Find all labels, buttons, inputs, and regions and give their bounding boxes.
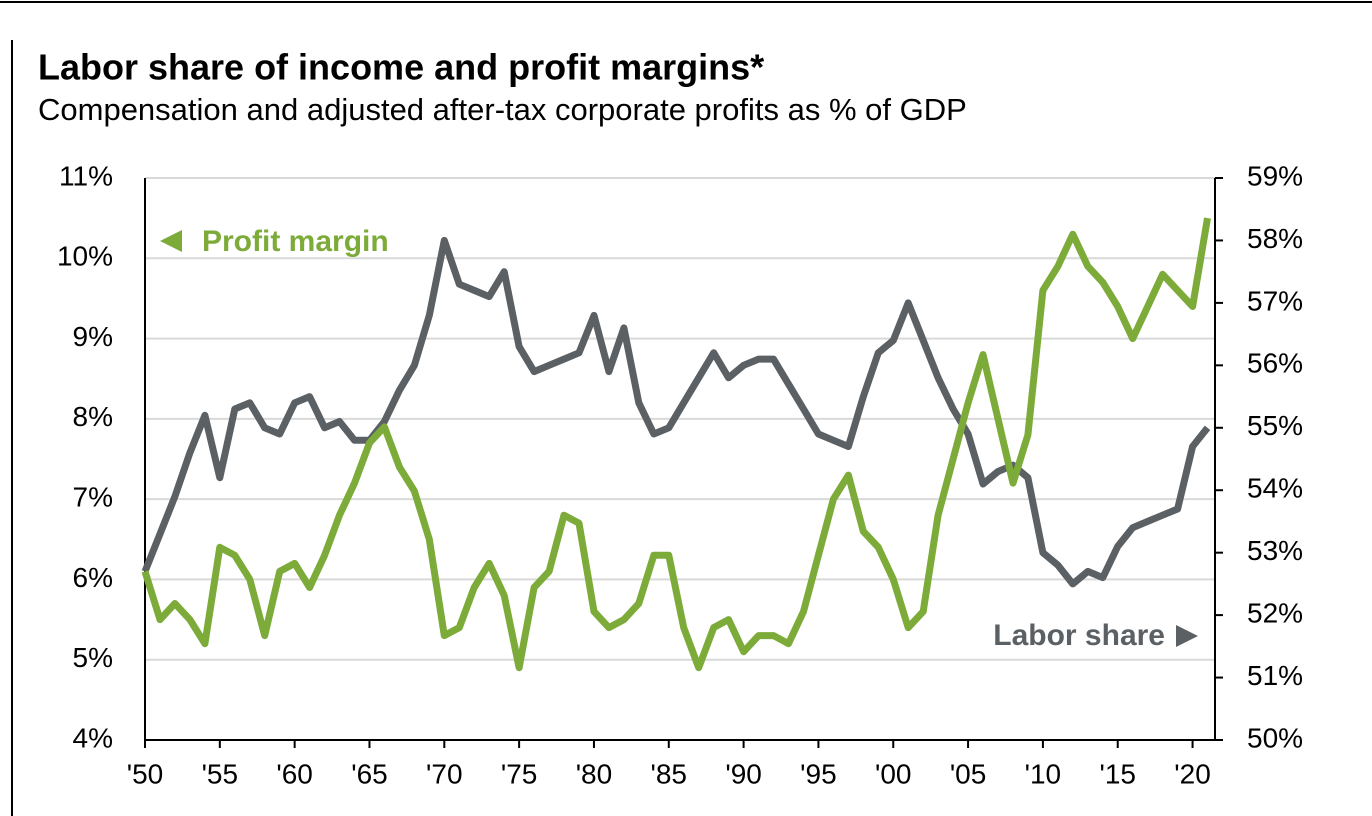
y2-tick-label: 57% xyxy=(1247,285,1303,316)
x-tick-label: '55 xyxy=(202,758,239,789)
chart-subtitle: Compensation and adjusted after-tax corp… xyxy=(38,92,967,127)
legend-arrow xyxy=(160,230,182,252)
plot: 4% 5% 6% 7% 8% 9% 10% 11% 50% 51% 52% 53% 54% 55% 56% 5… xyxy=(57,160,1303,789)
y2-tick-label: 59% xyxy=(1247,160,1303,191)
y2-tick-label: 51% xyxy=(1247,660,1303,691)
x-tick-label: '50 xyxy=(127,758,164,789)
y2-tick-label: 54% xyxy=(1247,473,1303,504)
x-tick-label: '05 xyxy=(950,758,987,789)
x-tick-label: '65 xyxy=(351,758,388,789)
series-line xyxy=(141,217,1211,672)
x-tick-label: '95 xyxy=(800,758,837,789)
y-tick-label: 8% xyxy=(73,401,113,432)
y-tick-label: 10% xyxy=(57,241,113,272)
legend-arrow xyxy=(1176,625,1198,647)
y-tick-label: 9% xyxy=(73,321,113,352)
y2-tick-label: 56% xyxy=(1247,348,1303,379)
y2-tick-label: 52% xyxy=(1247,598,1303,629)
y-tick-label: 4% xyxy=(73,722,113,753)
x-tick-label: '85 xyxy=(651,758,688,789)
legend-label: Profit margin xyxy=(202,225,389,258)
y2-tick-label: 55% xyxy=(1247,410,1303,441)
x-tick-label: '75 xyxy=(501,758,538,789)
y-tick-label: 7% xyxy=(73,482,113,513)
x-tick-label: '60 xyxy=(276,758,313,789)
y-tick-label: 5% xyxy=(73,642,113,673)
y2-tick-label: 53% xyxy=(1247,535,1303,566)
x-tick-label: '00 xyxy=(875,758,912,789)
y2-tick-label: 58% xyxy=(1247,223,1303,254)
series-line xyxy=(141,236,1211,588)
y-tick-label: 6% xyxy=(73,562,113,593)
x-tick-label: '20 xyxy=(1174,758,1211,789)
x-tick-label: '70 xyxy=(426,758,463,789)
y-tick-label: 11% xyxy=(59,160,113,191)
x-tick-label: '15 xyxy=(1099,758,1136,789)
legend-label: Labor share xyxy=(993,619,1165,652)
x-tick-label: '80 xyxy=(576,758,613,789)
x-tick-label: '10 xyxy=(1025,758,1062,789)
y2-tick-label: 50% xyxy=(1247,722,1303,753)
chart-title: Labor share of income and profit margins… xyxy=(38,47,764,88)
x-tick-label: '90 xyxy=(725,758,762,789)
